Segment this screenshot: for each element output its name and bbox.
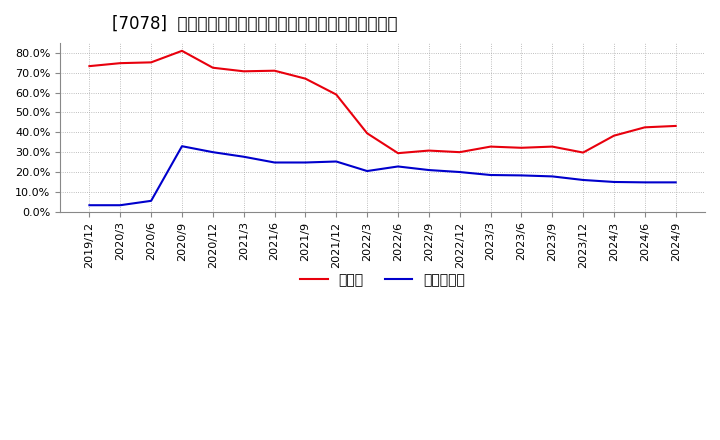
有利子負債 bbox=[394, 164, 402, 169]
有利子負債 bbox=[548, 174, 557, 179]
現預金 bbox=[209, 65, 217, 70]
有利子負債 bbox=[579, 177, 588, 183]
有利子負債 bbox=[301, 160, 310, 165]
有利子負債 bbox=[610, 180, 618, 185]
Legend: 現預金, 有利子負債: 現預金, 有利子負債 bbox=[294, 268, 471, 293]
有利子負債 bbox=[455, 169, 464, 175]
現預金 bbox=[270, 68, 279, 73]
現預金 bbox=[455, 150, 464, 155]
有利子負債 bbox=[116, 202, 125, 208]
現預金 bbox=[147, 60, 156, 65]
現預金 bbox=[394, 150, 402, 156]
現預金 bbox=[85, 63, 94, 69]
現預金 bbox=[239, 69, 248, 74]
有利子負債 bbox=[363, 169, 372, 174]
Line: 現預金: 現預金 bbox=[89, 51, 675, 153]
現預金 bbox=[425, 148, 433, 153]
有利子負債 bbox=[147, 198, 156, 203]
有利子負債 bbox=[85, 202, 94, 208]
現預金 bbox=[486, 144, 495, 149]
有利子負債 bbox=[178, 143, 186, 149]
有利子負債 bbox=[239, 154, 248, 159]
現預金 bbox=[178, 48, 186, 54]
現預金 bbox=[517, 145, 526, 150]
有利子負債 bbox=[270, 160, 279, 165]
有利子負債 bbox=[209, 150, 217, 155]
現預金 bbox=[548, 144, 557, 149]
有利子負債 bbox=[517, 173, 526, 178]
有利子負債 bbox=[486, 172, 495, 178]
現預金 bbox=[363, 131, 372, 136]
現預金 bbox=[301, 76, 310, 81]
有利子負債 bbox=[332, 159, 341, 164]
現預金 bbox=[610, 133, 618, 138]
有利子負債 bbox=[671, 180, 680, 185]
現預金 bbox=[671, 123, 680, 128]
有利子負債 bbox=[641, 180, 649, 185]
有利子負債 bbox=[425, 167, 433, 172]
現預金 bbox=[579, 150, 588, 155]
Line: 有利子負債: 有利子負債 bbox=[89, 146, 675, 205]
現預金 bbox=[332, 92, 341, 97]
現預金 bbox=[641, 125, 649, 130]
現預金 bbox=[116, 61, 125, 66]
Text: [7078]  現預金、有利子負債の総資産に対する比率の推移: [7078] 現預金、有利子負債の総資産に対する比率の推移 bbox=[112, 15, 397, 33]
